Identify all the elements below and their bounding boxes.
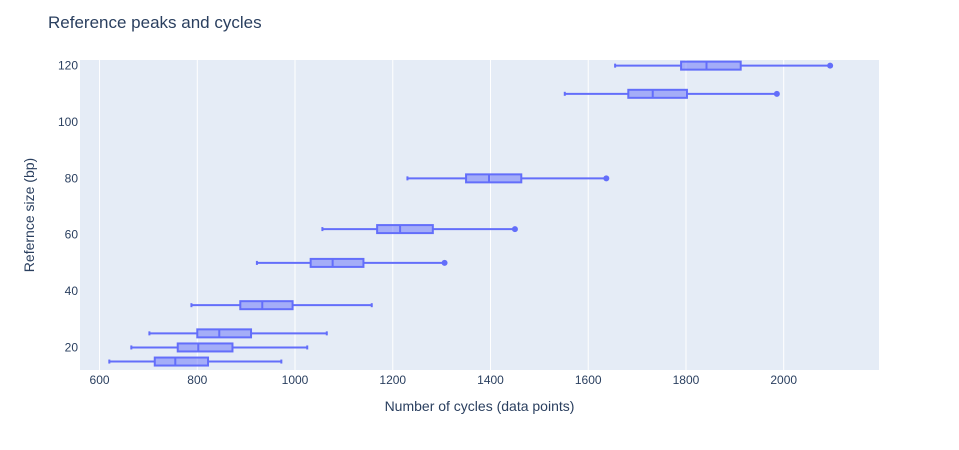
x-tick-label: 1000	[282, 373, 309, 387]
box-plot	[321, 224, 518, 235]
outlier-point	[603, 175, 610, 182]
box-plots	[108, 60, 834, 367]
outlier-point	[827, 62, 834, 69]
x-tick-label: 2000	[770, 373, 797, 387]
box-iqr	[196, 328, 253, 339]
x-tick-label: 600	[90, 373, 110, 387]
y-axis-title: Refernce size (bp)	[21, 158, 37, 272]
x-tick-label: 1800	[673, 373, 700, 387]
y-tick-label: 100	[58, 115, 78, 129]
chart-title: Reference peaks and cycles	[48, 13, 262, 32]
x-axis-title: Number of cycles (data points)	[385, 398, 575, 414]
box-plot	[614, 60, 834, 71]
box-iqr	[239, 300, 294, 311]
outlier-point	[441, 259, 448, 266]
y-tick-label: 60	[65, 228, 79, 242]
y-tick-label: 120	[58, 59, 78, 73]
x-tick-label: 1200	[379, 373, 406, 387]
plot-background	[80, 60, 879, 370]
box-plot	[108, 356, 283, 367]
y-tick-label: 40	[65, 284, 79, 298]
x-tick-label: 1400	[477, 373, 504, 387]
box-iqr	[680, 60, 742, 71]
y-tick-label: 80	[65, 171, 79, 185]
box-plot	[563, 88, 780, 99]
x-tick-label: 800	[187, 373, 207, 387]
box-iqr	[309, 257, 365, 268]
box-plot	[190, 300, 373, 311]
y-axis-ticks: 20 40 60 80 100 120	[58, 59, 78, 355]
x-axis-ticks: 600 800 1000 1200 1400 1600 1800 2000	[90, 373, 798, 387]
x-tick-label: 1600	[575, 373, 602, 387]
outlier-point	[511, 226, 518, 233]
box-plot	[406, 173, 610, 184]
box-plot	[130, 342, 309, 353]
box-iqr	[153, 356, 210, 367]
box-iqr	[627, 88, 688, 99]
box-iqr	[376, 224, 434, 235]
outlier-point	[773, 90, 780, 97]
box-iqr	[465, 173, 523, 184]
y-tick-label: 20	[65, 340, 79, 354]
grid-lines	[99, 60, 785, 370]
box-iqr	[176, 342, 234, 353]
box-plot	[255, 257, 448, 268]
box-plot	[148, 328, 328, 339]
